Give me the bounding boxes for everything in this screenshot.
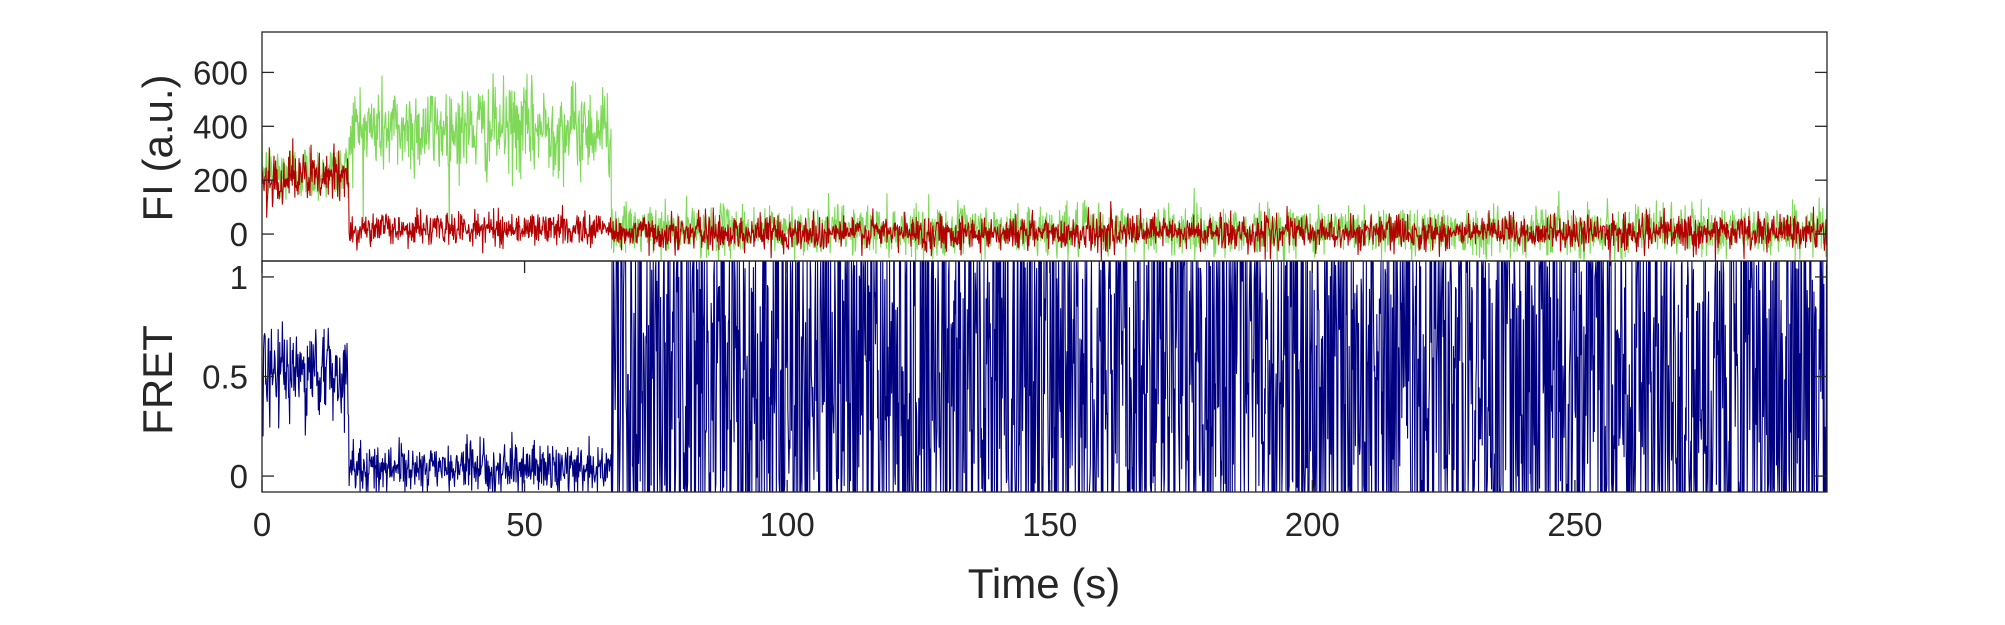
top-y-ticks: 0 200 400 600 (193, 54, 1827, 253)
x-axis-label: Time (s) (968, 560, 1120, 607)
series-line-1 (261, 138, 1828, 262)
bottom-ticks: 0 0.5 1 0 50 100 150 200 250 (202, 259, 1827, 543)
y-tick-label: 0.5 (202, 359, 248, 396)
bottom-y-axis-label: FRET (134, 325, 181, 435)
x-tick-label: 150 (1022, 506, 1077, 543)
y-tick-label: 600 (193, 54, 248, 91)
y-tick-label: 400 (193, 108, 248, 145)
intensity-traces (261, 73, 1828, 262)
x-tick-label: 0 (253, 506, 271, 543)
top-y-axis-label: FI (a.u.) (134, 74, 181, 221)
y-tick-label: 0 (230, 458, 248, 495)
x-tick-label: 250 (1547, 506, 1602, 543)
fret-axes: 0 0.5 1 0 50 100 150 200 250 FRET Time (s) (134, 259, 1828, 607)
x-tick-label: 200 (1285, 506, 1340, 543)
x-tick-label: 50 (506, 506, 543, 543)
y-tick-label: 200 (193, 162, 248, 199)
fluorescence-intensity-axes: 0 200 400 600 FI (a.u.) (134, 31, 1828, 262)
y-tick-label: 1 (230, 259, 248, 296)
fret-trace (261, 260, 1828, 493)
x-tick-label: 100 (760, 506, 815, 543)
series-line-0 (261, 260, 1828, 493)
series-line-0 (261, 73, 1828, 262)
y-tick-label: 0 (230, 216, 248, 253)
